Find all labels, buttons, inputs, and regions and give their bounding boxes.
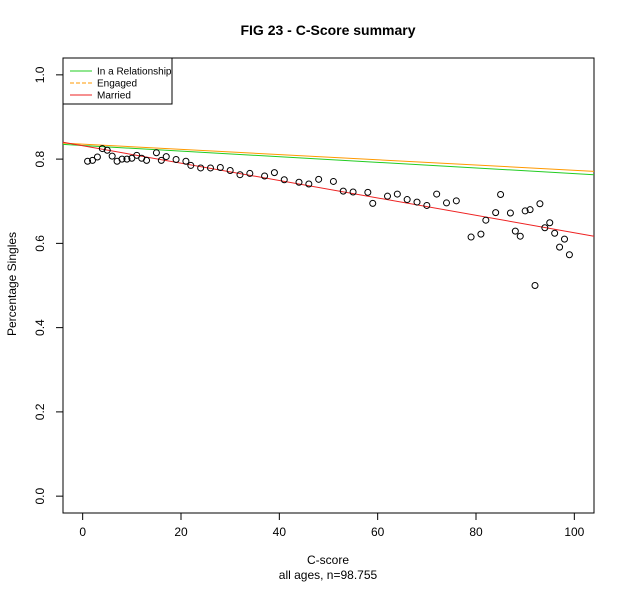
data-point <box>216 164 224 172</box>
legend-box <box>62 57 173 105</box>
y-axis: 0.0 0.2 0.4 0.6 0.8 1.0 <box>33 66 64 504</box>
data-point <box>128 154 136 162</box>
legend-label: Engaged <box>97 79 137 90</box>
data-point <box>246 169 254 177</box>
data-point <box>433 190 441 198</box>
data-point <box>561 235 568 243</box>
data-point <box>108 152 116 160</box>
data-point <box>118 155 126 163</box>
data-point <box>477 230 485 238</box>
data-point <box>329 177 337 185</box>
data-point <box>98 145 106 153</box>
data-point <box>511 227 519 235</box>
y-axis-label: Percentage Singles <box>5 232 19 336</box>
data-point <box>516 232 524 240</box>
data-point <box>280 176 288 184</box>
data-point <box>541 224 549 232</box>
data-point <box>349 188 357 196</box>
x-tick-label: 60 <box>371 525 385 539</box>
data-point <box>162 153 170 161</box>
data-point <box>413 198 421 206</box>
data-point <box>384 192 391 200</box>
x-axis-label: C-score <box>307 553 349 567</box>
x-tick-label: 20 <box>174 525 188 539</box>
data-point <box>143 156 151 164</box>
data-point <box>364 188 372 196</box>
x-tick-label: 100 <box>564 525 584 539</box>
data-point <box>133 151 141 159</box>
data-point <box>482 216 490 224</box>
data-point <box>123 155 131 163</box>
chart-title: FIG 23 - C-Score summary <box>240 22 415 38</box>
data-points <box>84 145 573 289</box>
y-tick-label: 0.6 <box>33 235 47 252</box>
data-point <box>565 251 573 259</box>
data-point <box>551 229 559 237</box>
x-tick-label: 40 <box>273 525 287 539</box>
data-point <box>339 187 347 195</box>
data-point <box>261 172 269 180</box>
data-point <box>443 199 450 207</box>
legend-label: In a Relationship <box>97 67 172 78</box>
line-engaged <box>62 142 595 172</box>
data-point <box>536 200 544 208</box>
regression-lines <box>62 141 595 237</box>
line-in-a-relationship <box>62 143 595 176</box>
data-point <box>295 178 303 186</box>
line-married <box>62 141 595 237</box>
data-point <box>393 190 401 198</box>
data-point <box>403 196 411 204</box>
data-point <box>452 197 460 205</box>
data-point <box>526 206 534 214</box>
data-point <box>182 157 190 165</box>
data-point <box>506 209 514 217</box>
y-tick-label: 0.0 <box>33 487 47 504</box>
y-tick-label: 0.8 <box>33 150 47 167</box>
data-point <box>207 164 214 172</box>
data-point <box>172 156 180 164</box>
y-tick-label: 0.2 <box>33 403 47 420</box>
data-point <box>226 166 234 174</box>
data-point <box>89 156 96 164</box>
plot-frame <box>62 57 595 514</box>
data-point <box>93 153 101 161</box>
x-tick-label: 0 <box>79 525 86 539</box>
data-point <box>305 180 313 188</box>
data-point <box>84 157 92 165</box>
y-tick-label: 1.0 <box>33 66 47 83</box>
data-point <box>315 175 323 183</box>
data-point <box>369 199 377 207</box>
data-point <box>531 282 539 289</box>
data-point <box>270 169 278 177</box>
x-axis: 0 20 40 60 80 100 <box>79 512 585 539</box>
data-point <box>497 191 505 198</box>
data-point <box>492 209 500 217</box>
data-point <box>157 156 165 164</box>
y-tick-label: 0.4 <box>33 319 47 336</box>
data-point <box>187 161 195 169</box>
data-point <box>521 207 529 215</box>
data-point <box>152 149 160 157</box>
x-axis-subtitle: all ages, n=98.755 <box>279 568 378 582</box>
data-point <box>236 171 244 179</box>
data-point <box>546 219 554 227</box>
data-point <box>556 243 564 251</box>
legend-label: Married <box>97 91 131 102</box>
data-point <box>423 201 431 209</box>
data-point <box>197 164 205 172</box>
x-tick-label: 80 <box>469 525 483 539</box>
data-point <box>103 146 111 154</box>
data-point <box>467 233 475 241</box>
